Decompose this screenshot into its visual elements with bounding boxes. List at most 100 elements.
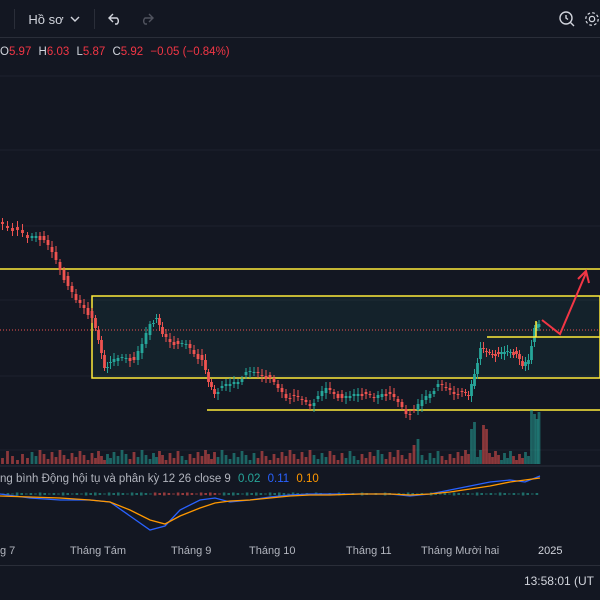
macd-histogram-bar (489, 493, 493, 495)
macd-histogram-bar (204, 493, 207, 495)
candle-body (284, 394, 288, 398)
macd-histogram-bar (66, 493, 69, 495)
candle-body (213, 389, 216, 394)
volume-bar (200, 456, 204, 464)
candle-body (388, 392, 392, 394)
redo-icon[interactable] (136, 0, 158, 38)
toolbar-divider (94, 9, 95, 29)
macd-histogram-bar (512, 493, 516, 495)
profile-label: Hồ sơ (28, 11, 64, 27)
volume-bar (479, 450, 482, 464)
candle-body (148, 324, 152, 335)
volume-bar (512, 456, 515, 464)
candle-body (109, 362, 112, 363)
candle-body (1, 222, 4, 224)
macd-histogram-bar (38, 492, 42, 496)
macd-histogram-bar (287, 493, 290, 495)
candle-body (140, 344, 144, 353)
candle-body (155, 318, 158, 319)
volume-bar (436, 451, 440, 464)
candle-body (124, 358, 128, 359)
macd-histogram-bar (494, 493, 497, 495)
candle-body (448, 388, 452, 390)
macd-histogram-bar (195, 493, 198, 495)
candle-body (300, 399, 304, 400)
volume-bar (152, 453, 155, 464)
volume-bar (432, 458, 436, 464)
candle-body (428, 394, 432, 398)
volume-bar (236, 457, 240, 464)
volume-bar (324, 457, 328, 464)
candle-body (292, 395, 296, 396)
macd-histogram-bar (140, 492, 143, 496)
volume-bar (58, 450, 62, 464)
time-axis-label: Tháng 10 (249, 545, 296, 557)
volume-bar (308, 450, 312, 464)
candle-body (288, 398, 292, 399)
candle-body (533, 328, 536, 342)
volume-bar (336, 460, 340, 464)
candle-body (74, 294, 78, 300)
volume-bar (50, 452, 54, 464)
macd-histogram-bar (264, 493, 267, 495)
macd-histogram-bar (144, 493, 148, 495)
search-clock-icon[interactable] (555, 0, 579, 38)
candle-body (54, 252, 58, 260)
gear-icon[interactable] (584, 0, 600, 38)
candle-body (424, 396, 428, 400)
volume-bar (30, 452, 34, 464)
volume-bar (524, 452, 527, 464)
low-label: L (76, 46, 83, 58)
volume-bar (244, 455, 248, 464)
change-value: −0.05 (−0.84%) (150, 46, 230, 58)
macd-histogram-bar (34, 493, 37, 495)
candle-body (488, 352, 491, 353)
volume-bar (408, 453, 412, 464)
volume-bar (500, 460, 503, 464)
macd-line (0, 475, 541, 531)
macd-histogram-bar (209, 492, 212, 496)
macd-histogram-bar (176, 492, 180, 496)
macd-histogram-bar (149, 493, 152, 495)
chevron-down-icon[interactable] (64, 0, 86, 38)
candle-body (460, 391, 464, 392)
bottom-bar (0, 565, 600, 600)
macd-histogram-bar (273, 493, 276, 495)
volume-bar (384, 459, 388, 464)
volume-bar (42, 454, 46, 464)
volume-bar (184, 460, 188, 464)
undo-icon[interactable] (104, 0, 126, 38)
volume-bar (527, 456, 530, 464)
macd-histogram-bar (75, 493, 79, 495)
candle-body (328, 388, 332, 390)
volume-bar (240, 451, 244, 464)
volume-bar (213, 452, 216, 464)
volume-bars (1, 410, 541, 464)
candle-body (272, 378, 276, 382)
macd-histogram-bar (218, 493, 221, 495)
profile-button[interactable]: Hồ sơ (28, 0, 64, 38)
volume-bar (428, 453, 432, 464)
volume-bar (188, 454, 192, 464)
volume-bar (506, 458, 509, 464)
macd-histogram-bar (255, 492, 258, 496)
candle-body (515, 351, 518, 354)
volume-bar (232, 453, 236, 464)
volume-bar (224, 455, 228, 464)
macd-histogram-bar (117, 492, 120, 496)
macd-histogram-bar (25, 493, 28, 495)
candle-body (512, 352, 515, 355)
volume-bar (364, 458, 368, 464)
volume-bar (473, 422, 476, 464)
macd-histogram-bar (503, 493, 506, 495)
volume-bar (352, 456, 356, 464)
candle-body (509, 352, 512, 353)
projection-arrow[interactable] (541, 272, 587, 336)
volume-bar (372, 456, 376, 464)
candle-body (176, 341, 180, 344)
candle-body (436, 384, 440, 387)
clock[interactable]: 13:58:01 (UT (523, 574, 594, 588)
volume-bar (404, 459, 408, 464)
volume-bar (132, 452, 136, 464)
